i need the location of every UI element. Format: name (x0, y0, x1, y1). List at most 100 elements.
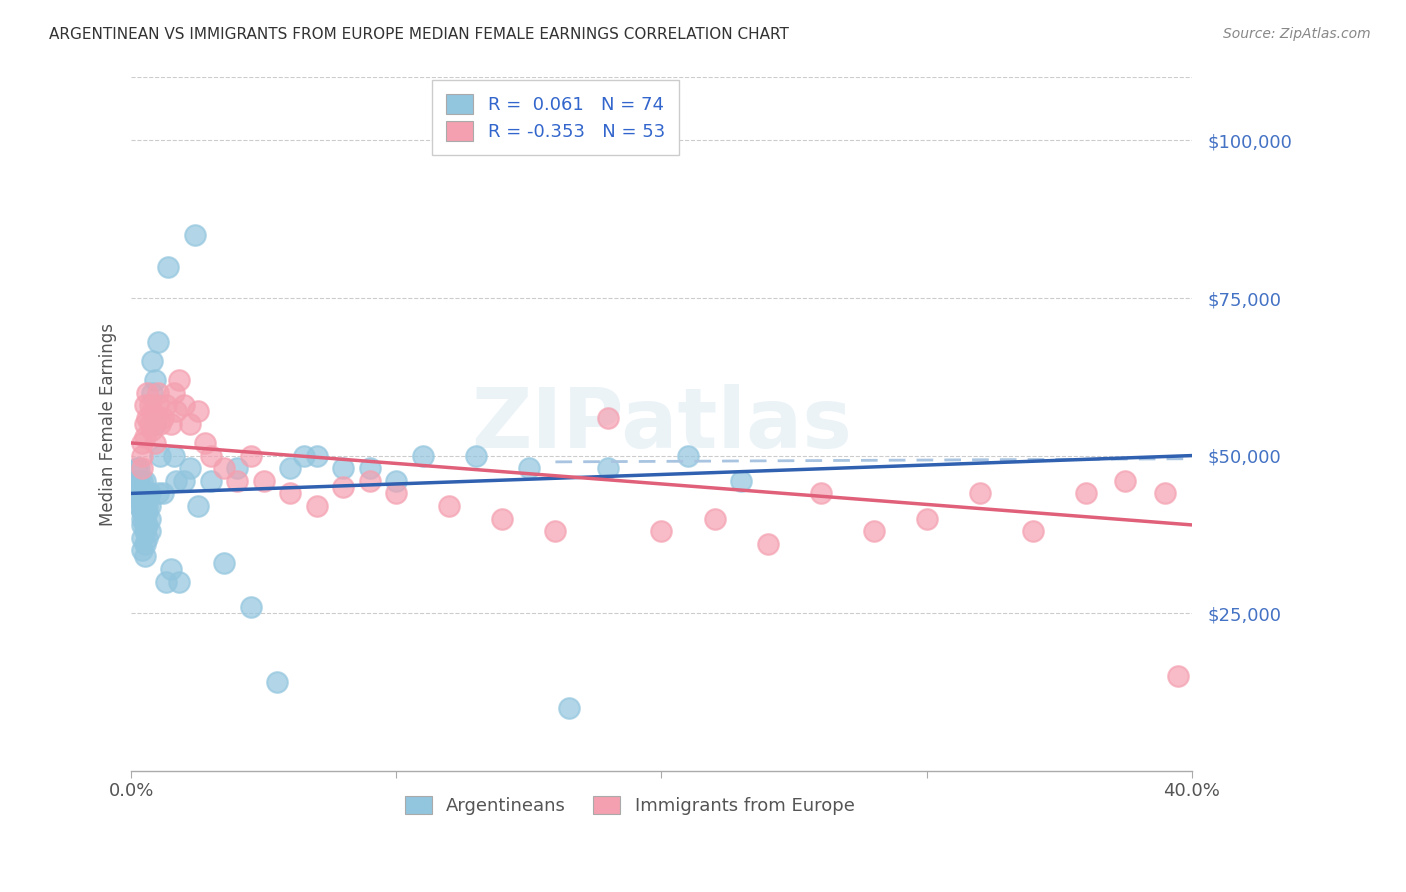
Point (292, 449, 315, 463)
Point (598, 410, 620, 425)
Point (139, 511, 162, 525)
Point (179, 417, 201, 431)
Point (1114, 474, 1136, 488)
Point (131, 517, 153, 532)
Point (160, 417, 183, 431)
Point (266, 675, 288, 690)
Point (173, 474, 195, 488)
Point (131, 492, 153, 507)
Point (134, 524, 156, 539)
Point (173, 398, 195, 412)
Point (200, 474, 222, 488)
Point (146, 486, 169, 500)
Point (239, 449, 262, 463)
Point (149, 417, 172, 431)
Point (1167, 669, 1189, 683)
Point (146, 398, 169, 412)
Point (167, 373, 190, 387)
Point (676, 449, 699, 463)
Point (969, 486, 991, 500)
Point (131, 436, 153, 450)
Point (184, 227, 207, 242)
Point (703, 511, 725, 525)
Point (128, 461, 150, 475)
Point (128, 474, 150, 488)
Point (139, 486, 162, 500)
Text: Source: ZipAtlas.com: Source: ZipAtlas.com (1223, 27, 1371, 41)
Point (557, 700, 579, 714)
Point (186, 404, 208, 418)
Point (278, 461, 301, 475)
Point (165, 404, 187, 418)
Point (915, 511, 938, 525)
Point (128, 492, 150, 507)
Point (163, 385, 186, 400)
Text: ZIPatlas: ZIPatlas (471, 384, 852, 465)
Point (134, 499, 156, 513)
Point (385, 486, 408, 500)
Point (517, 461, 540, 475)
Point (155, 574, 177, 589)
Point (439, 499, 461, 513)
Point (226, 461, 249, 475)
Point (134, 537, 156, 551)
Point (139, 417, 162, 431)
Point (730, 474, 752, 488)
Point (134, 430, 156, 444)
Point (810, 486, 832, 500)
Point (305, 449, 328, 463)
Point (544, 524, 567, 539)
Point (186, 499, 208, 513)
Point (134, 417, 156, 431)
Point (131, 474, 153, 488)
Point (1154, 486, 1177, 500)
Point (131, 531, 153, 545)
Point (359, 461, 381, 475)
Point (163, 449, 186, 463)
Point (160, 562, 183, 576)
Point (139, 398, 162, 412)
Point (756, 537, 779, 551)
Point (143, 417, 166, 431)
Point (143, 373, 166, 387)
Point (167, 574, 190, 589)
Point (134, 398, 156, 412)
Point (134, 486, 156, 500)
Point (128, 480, 150, 494)
Point (131, 461, 153, 475)
Point (125, 474, 148, 488)
Point (385, 474, 408, 488)
Point (143, 436, 166, 450)
Point (141, 423, 163, 437)
Point (862, 524, 884, 539)
Y-axis label: Median Female Earnings: Median Female Earnings (100, 323, 117, 525)
Point (155, 398, 177, 412)
Point (359, 474, 381, 488)
Point (136, 410, 159, 425)
Point (131, 499, 153, 513)
Point (212, 556, 235, 570)
Point (134, 549, 156, 564)
Point (131, 449, 153, 463)
Point (152, 486, 174, 500)
Point (139, 524, 162, 539)
Point (134, 517, 156, 532)
Point (128, 486, 150, 500)
Point (146, 385, 169, 400)
Point (157, 260, 180, 274)
Point (141, 404, 163, 418)
Point (650, 524, 672, 539)
Legend: Argentineans, Immigrants from Europe: Argentineans, Immigrants from Europe (395, 787, 863, 824)
Point (464, 449, 486, 463)
Point (128, 499, 150, 513)
Point (278, 486, 301, 500)
Point (134, 486, 156, 500)
Point (152, 410, 174, 425)
Point (226, 474, 249, 488)
Point (212, 461, 235, 475)
Point (136, 517, 159, 532)
Point (134, 492, 156, 507)
Point (141, 385, 163, 400)
Point (136, 499, 159, 513)
Point (125, 486, 148, 500)
